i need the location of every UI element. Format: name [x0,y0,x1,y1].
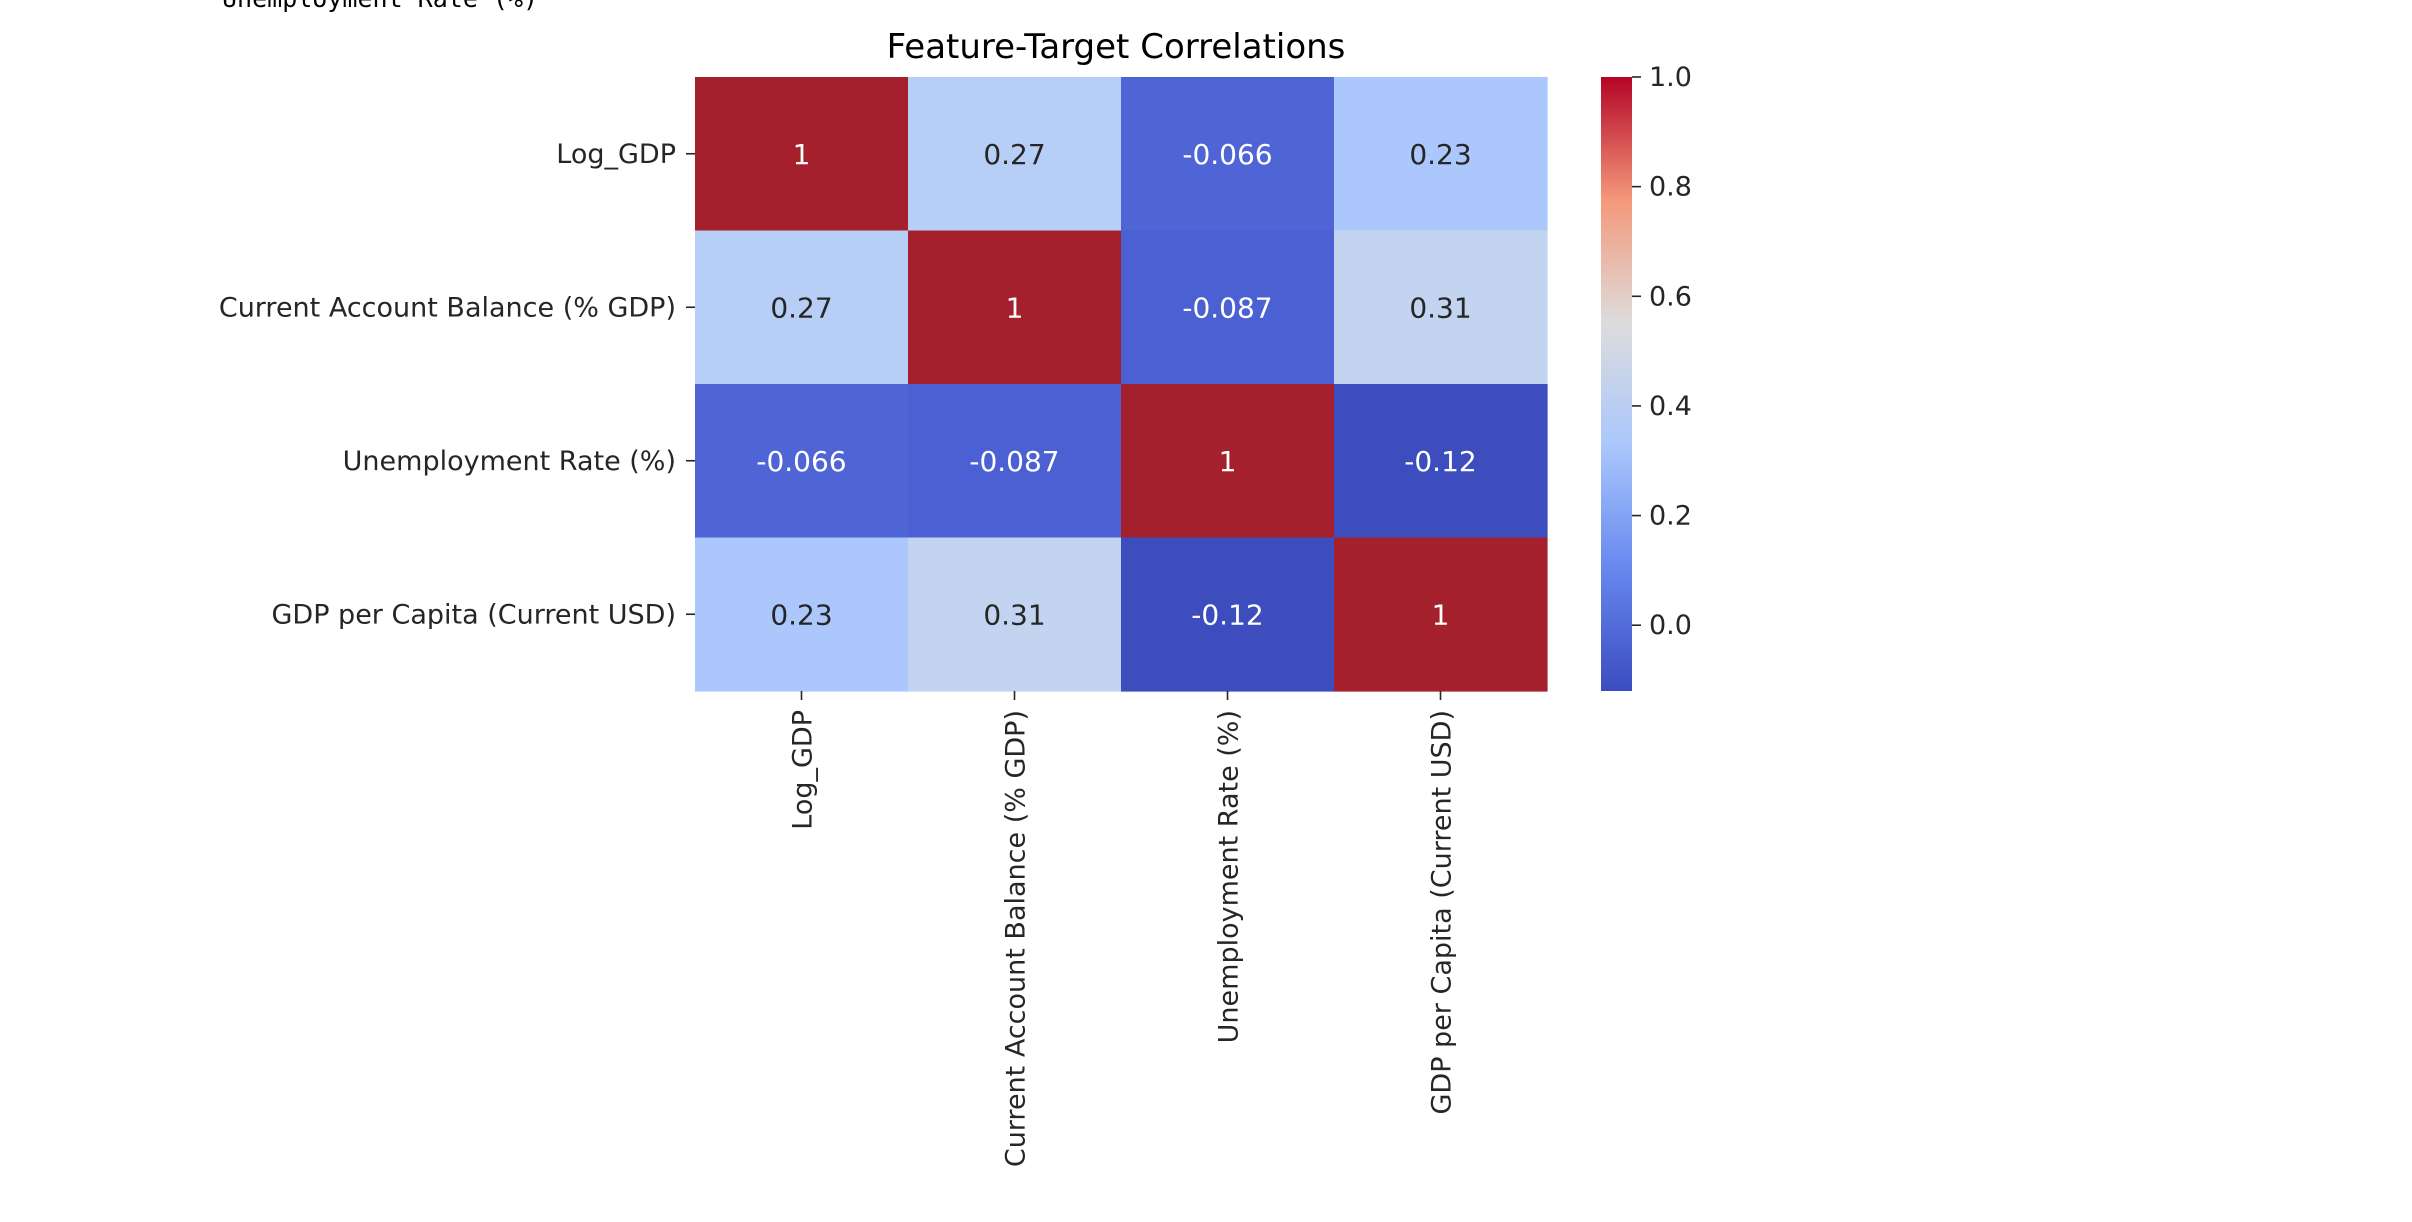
x-tick-label: Unemployment Rate (%) [1214,710,1245,1043]
y-tick-label: Current Account Balance (% GDP) [219,292,676,323]
y-axis: Log_GDP Current Account Balance (% GDP) Un… [219,139,695,630]
heatmap-cell [908,384,1122,539]
cell-value-label: 0.31 [1409,291,1471,324]
heatmap-cell [908,537,1122,692]
heatmap-cell [1334,537,1548,692]
cell-value-label: 1 [793,138,811,171]
x-tick-label: Log_GDP [788,710,819,830]
colorbar-ticks: 0.0 0.2 0.4 0.6 0.8 1.0 [1632,62,1692,641]
x-axis: Log_GDP Current Account Balance (% GDP) Un… [788,691,1458,1167]
colorbar-tick-label: 0.4 [1649,391,1692,422]
cell-value-label: 0.23 [770,598,832,631]
y-tick-label: Log_GDP [556,139,676,170]
heatmap-cell [1121,230,1335,385]
cell-annotations: 1 0.27 -0.066 0.23 0.27 1 -0.087 0.31 -0.066 -0.0… [756,138,1476,632]
heatmap-cell [1334,77,1548,232]
heatmap-cell [1334,230,1548,385]
colorbar-tick-label: 0.0 [1649,610,1692,641]
cell-value-label: 1 [1219,445,1237,478]
cell-value-label: -0.12 [1404,445,1476,478]
cell-value-label: -0.087 [969,445,1059,478]
heatmap-cell [695,230,909,385]
cell-value-label: -0.066 [756,445,846,478]
cell-value-label: 1 [1432,598,1450,631]
heatmap-cell [695,537,909,692]
colorbar-tick-label: 0.8 [1649,172,1692,203]
colorbar-gradient [1601,77,1632,691]
cell-value-label: 1 [1006,291,1024,324]
heatmap-cell [695,384,909,539]
heatmap-cell [1121,384,1335,539]
chart-title: Feature-Target Correlations [887,27,1346,67]
heatmap-cell [1121,77,1335,232]
heatmap-cells [695,77,1548,692]
y-tick-label: GDP per Capita (Current USD) [271,599,676,630]
cell-value-label: 0.31 [983,598,1045,631]
colorbar-tick-label: 0.2 [1649,501,1692,532]
heatmap-cell [695,77,909,232]
cell-value-label: -0.12 [1191,598,1263,631]
cell-value-label: 0.27 [770,291,832,324]
heatmap-cell [908,230,1122,385]
cell-value-label: -0.066 [1182,138,1272,171]
colorbar: 0.0 0.2 0.4 0.6 0.8 1.0 [1601,62,1692,691]
y-tick-label: Unemployment Rate (%) [343,446,676,477]
colorbar-tick-label: 1.0 [1649,62,1692,93]
cell-value-label: 0.27 [983,138,1045,171]
colorbar-tick-label: 0.6 [1649,281,1692,312]
x-tick-label: Current Account Balance (% GDP) [1001,710,1032,1167]
cell-value-label: 0.23 [1409,138,1471,171]
x-tick-label: GDP per Capita (Current USD) [1427,710,1458,1115]
cell-value-label: -0.087 [1182,291,1272,324]
heatmap-cell [908,77,1122,232]
heatmap-cell [1334,384,1548,539]
heatmap-cell [1121,537,1335,692]
stdout-text: Unemployment Rate (%) [222,0,538,14]
